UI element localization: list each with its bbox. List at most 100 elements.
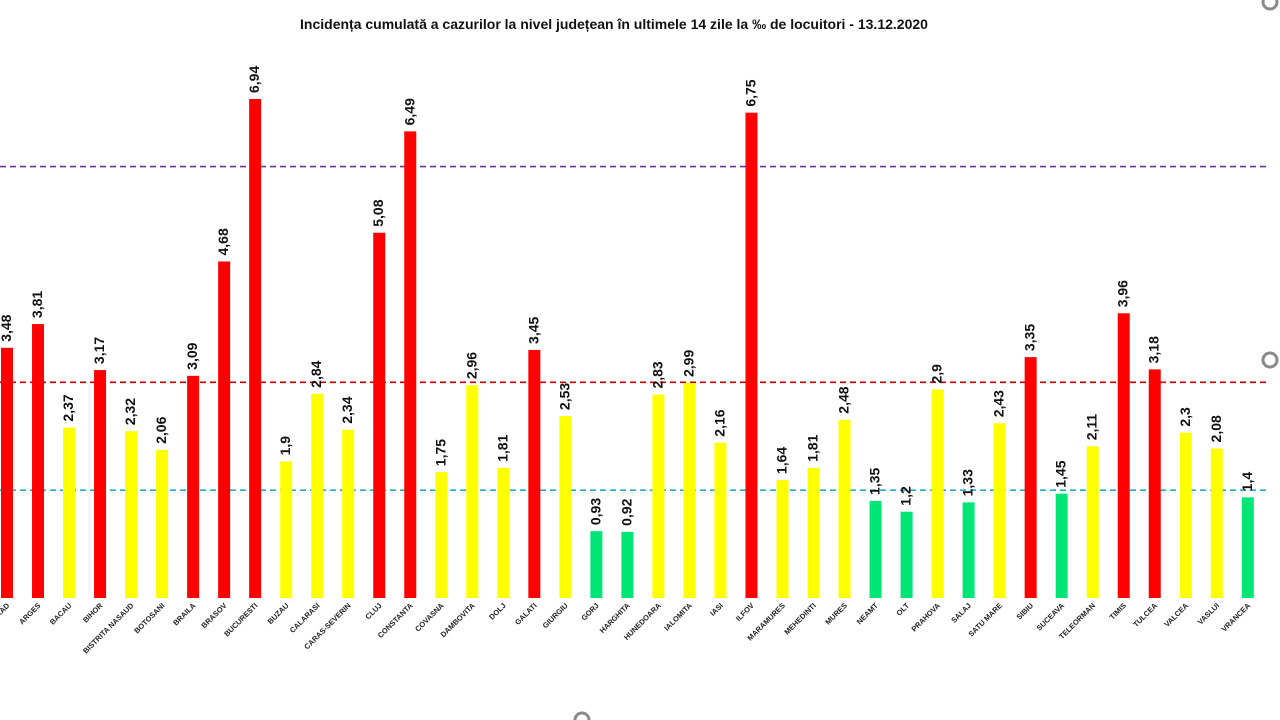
bar-ialomita bbox=[683, 383, 696, 598]
category-label: COVASNA bbox=[413, 601, 446, 634]
category-label: DOLJ bbox=[487, 601, 508, 622]
value-label: 2,9 bbox=[929, 364, 945, 384]
value-label: 6,94 bbox=[246, 66, 262, 93]
bars bbox=[1, 99, 1254, 599]
category-label: MEHEDINTI bbox=[782, 601, 818, 637]
value-label: 2,37 bbox=[60, 394, 76, 421]
chart-title: Incidența cumulată a cazurilor la nivel … bbox=[300, 16, 928, 32]
bar-cluj bbox=[373, 232, 386, 599]
category-label: GORJ bbox=[579, 601, 600, 622]
bar-neamt bbox=[869, 500, 882, 598]
bar-botosani bbox=[156, 449, 169, 598]
value-label: 2,08 bbox=[1208, 415, 1224, 442]
bar-teleorman bbox=[1086, 446, 1099, 598]
category-label: OLT bbox=[894, 601, 911, 618]
value-label: 2,53 bbox=[556, 383, 572, 410]
threshold-lines bbox=[0, 165, 1268, 491]
value-label: 3,96 bbox=[1115, 280, 1131, 307]
category-label: SALAJ bbox=[949, 601, 973, 625]
bar-covasna bbox=[435, 472, 448, 598]
bar-caras-severin bbox=[342, 429, 355, 598]
bar-tulcea bbox=[1148, 369, 1161, 598]
bar-brasov bbox=[218, 261, 231, 598]
value-label: 4,68 bbox=[215, 228, 231, 255]
bar-arges bbox=[32, 324, 45, 598]
value-label: 2,84 bbox=[308, 360, 324, 387]
value-label: 2,43 bbox=[991, 390, 1007, 417]
bar-bihor bbox=[94, 370, 107, 598]
bar-buzau bbox=[280, 461, 293, 598]
bar-constanta bbox=[404, 131, 417, 598]
category-label: RAD bbox=[0, 601, 12, 619]
value-label: 3,48 bbox=[0, 314, 14, 341]
category-label: VRANCEA bbox=[1220, 601, 1253, 634]
bar-mures bbox=[838, 419, 851, 598]
value-label: 6,75 bbox=[742, 79, 758, 106]
bar-suceava bbox=[1055, 493, 1068, 598]
bar-timis bbox=[1117, 313, 1130, 598]
value-label: 2,06 bbox=[153, 416, 169, 443]
bar-ilfov bbox=[745, 112, 758, 599]
value-label: 2,48 bbox=[836, 386, 852, 413]
category-label: MURES bbox=[823, 601, 849, 627]
value-label: 0,93 bbox=[587, 498, 603, 525]
category-label: BOTOSANI bbox=[132, 601, 166, 635]
value-label: 3,09 bbox=[184, 342, 200, 369]
category-label: BIHOR bbox=[81, 601, 105, 625]
bar-vaslui bbox=[1210, 448, 1223, 598]
category-label: TIMIS bbox=[1108, 601, 1129, 622]
bar-mehedinti bbox=[807, 467, 820, 598]
bar-bacau bbox=[63, 427, 76, 598]
bar-dolj bbox=[497, 467, 510, 598]
category-label: GALATI bbox=[513, 601, 539, 627]
value-label: 1,9 bbox=[277, 436, 293, 456]
bar-hunedoara bbox=[652, 394, 665, 598]
value-label: 1,4 bbox=[1239, 472, 1255, 492]
value-label: 1,45 bbox=[1053, 460, 1069, 487]
category-label: VASLUI bbox=[1196, 601, 1221, 626]
bar-arad bbox=[1, 347, 13, 598]
bar-valcea bbox=[1179, 432, 1192, 598]
bar-satu-mare bbox=[993, 423, 1006, 598]
category-label: GIURGIU bbox=[541, 601, 570, 630]
category-label: CLUJ bbox=[363, 601, 383, 621]
selection-handles bbox=[573, 0, 1279, 720]
bar-sibiu bbox=[1024, 357, 1037, 598]
category-label: TULCEA bbox=[1131, 601, 1159, 629]
resize-handle-right[interactable] bbox=[1261, 351, 1279, 369]
value-label: 6,49 bbox=[401, 98, 417, 125]
bar-salaj bbox=[962, 502, 975, 598]
value-label: 1,75 bbox=[432, 439, 448, 466]
bar-olt bbox=[900, 511, 913, 598]
resize-handle-bottom[interactable] bbox=[573, 711, 591, 720]
value-label: 5,08 bbox=[370, 199, 386, 226]
value-label: 3,35 bbox=[1022, 324, 1038, 351]
value-label: 1,81 bbox=[494, 434, 510, 461]
category-label: BRAILA bbox=[171, 601, 198, 628]
value-label: 2,32 bbox=[122, 398, 138, 425]
value-label: 1,2 bbox=[898, 486, 914, 506]
bar-prahova bbox=[931, 389, 944, 598]
bar-iasi bbox=[714, 442, 727, 598]
bar-dambovita bbox=[466, 385, 479, 598]
value-label: 3,18 bbox=[1146, 336, 1162, 363]
category-label: NEAMT bbox=[855, 601, 881, 627]
value-label: 2,99 bbox=[680, 350, 696, 377]
value-label: 1,35 bbox=[867, 467, 883, 494]
bar-vrancea bbox=[1241, 497, 1254, 598]
category-label: ILFOV bbox=[734, 601, 756, 623]
category-label: SIBIU bbox=[1015, 601, 1036, 622]
category-label: BRASOV bbox=[199, 601, 228, 630]
bar-braila bbox=[187, 375, 200, 598]
value-label: 2,34 bbox=[339, 396, 355, 423]
category-label: ARGES bbox=[17, 601, 42, 626]
value-label: 2,16 bbox=[711, 409, 727, 436]
value-label: 1,81 bbox=[805, 434, 821, 461]
bar-gorj bbox=[590, 531, 603, 598]
category-label: IASI bbox=[708, 601, 725, 618]
bar-giurgiu bbox=[559, 416, 572, 598]
resize-handle-top-right[interactable] bbox=[1261, 0, 1279, 11]
bar-bucuresti bbox=[249, 99, 262, 598]
